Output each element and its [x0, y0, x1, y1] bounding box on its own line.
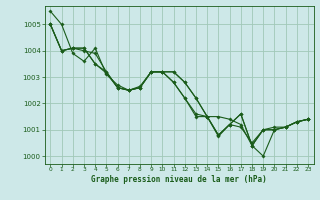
X-axis label: Graphe pression niveau de la mer (hPa): Graphe pression niveau de la mer (hPa)	[91, 175, 267, 184]
